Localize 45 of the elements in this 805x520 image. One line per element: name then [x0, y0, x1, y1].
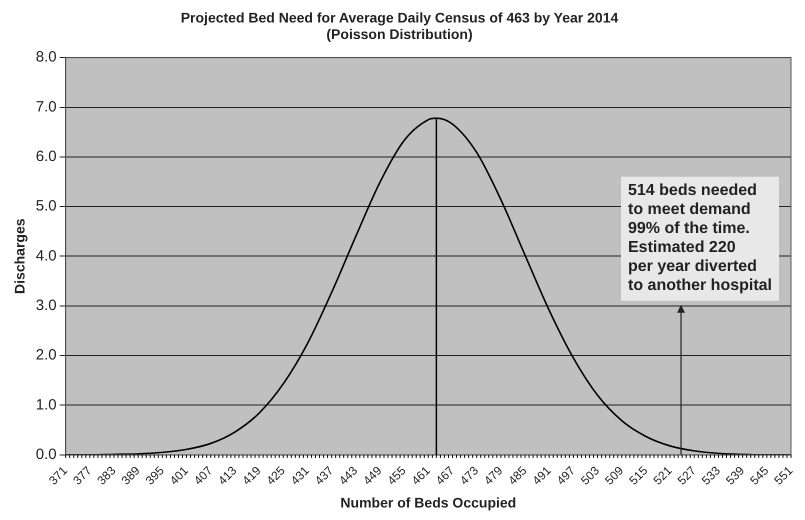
- y-axis-title: Discharges: [11, 218, 28, 294]
- y-tick-label: 4.0: [36, 247, 57, 264]
- x-tick-label: 443: [336, 463, 360, 488]
- x-tick-label: 431: [288, 463, 312, 488]
- x-tick-label: 515: [626, 463, 651, 488]
- x-tick-label: 401: [166, 463, 192, 488]
- y-tick-label: 2.0: [36, 346, 57, 364]
- x-tick-label: 461: [408, 463, 434, 488]
- y-tick-label: 1.0: [36, 396, 57, 414]
- x-tick-label: 377: [70, 463, 95, 488]
- y-tick-label: 8.0: [36, 48, 57, 66]
- x-tick-label: 455: [384, 463, 409, 488]
- y-tick-label: 3.0: [36, 297, 57, 314]
- chart-subtitle: (Poisson Distribution): [326, 26, 473, 42]
- x-tick-label: 407: [191, 463, 216, 488]
- x-axis-title: Number of Beds Occupied: [340, 494, 516, 510]
- x-tick-label: 395: [142, 463, 168, 488]
- x-tick-label: 425: [264, 463, 288, 488]
- x-tick-label: 503: [578, 463, 602, 488]
- x-tick-label: 419: [239, 463, 264, 488]
- y-tick-label: 6.0: [36, 148, 57, 166]
- x-tick-label: 437: [312, 463, 336, 488]
- x-tick-label: 551: [771, 463, 796, 488]
- annotation: 514 beds needed to meet demand 99% of the time. Estimated 220 per year diverted to another hospital: [628, 182, 772, 294]
- x-tick-label: 389: [118, 463, 143, 488]
- x-tick-label: 383: [94, 463, 119, 488]
- x-tick-label: 485: [505, 463, 530, 488]
- y-tick-label: 5.0: [36, 198, 57, 215]
- x-tick-label: 527: [674, 463, 699, 488]
- x-tick-label: 545: [747, 463, 772, 488]
- chart-title: Projected Bed Need for Average Daily Census of 463 by Year 2014: [180, 9, 618, 26]
- y-tick-label: 0.0: [36, 446, 57, 463]
- x-tick-label: 413: [215, 463, 240, 488]
- x-tick-label: 479: [481, 463, 506, 488]
- x-tick-label: 467: [432, 463, 458, 488]
- x-tick-label: 533: [698, 463, 724, 488]
- x-tick-label: 521: [650, 463, 675, 488]
- x-tick-label: 491: [530, 463, 554, 488]
- y-tick-label: 7.0: [36, 98, 57, 116]
- x-tick-label: 539: [723, 463, 748, 488]
- x-tick-label: 449: [360, 463, 385, 488]
- x-tick-label: 497: [554, 463, 578, 488]
- x-tick-label: 371: [46, 463, 70, 488]
- x-tick-label: 509: [602, 463, 626, 488]
- x-tick-label: 473: [457, 463, 482, 488]
